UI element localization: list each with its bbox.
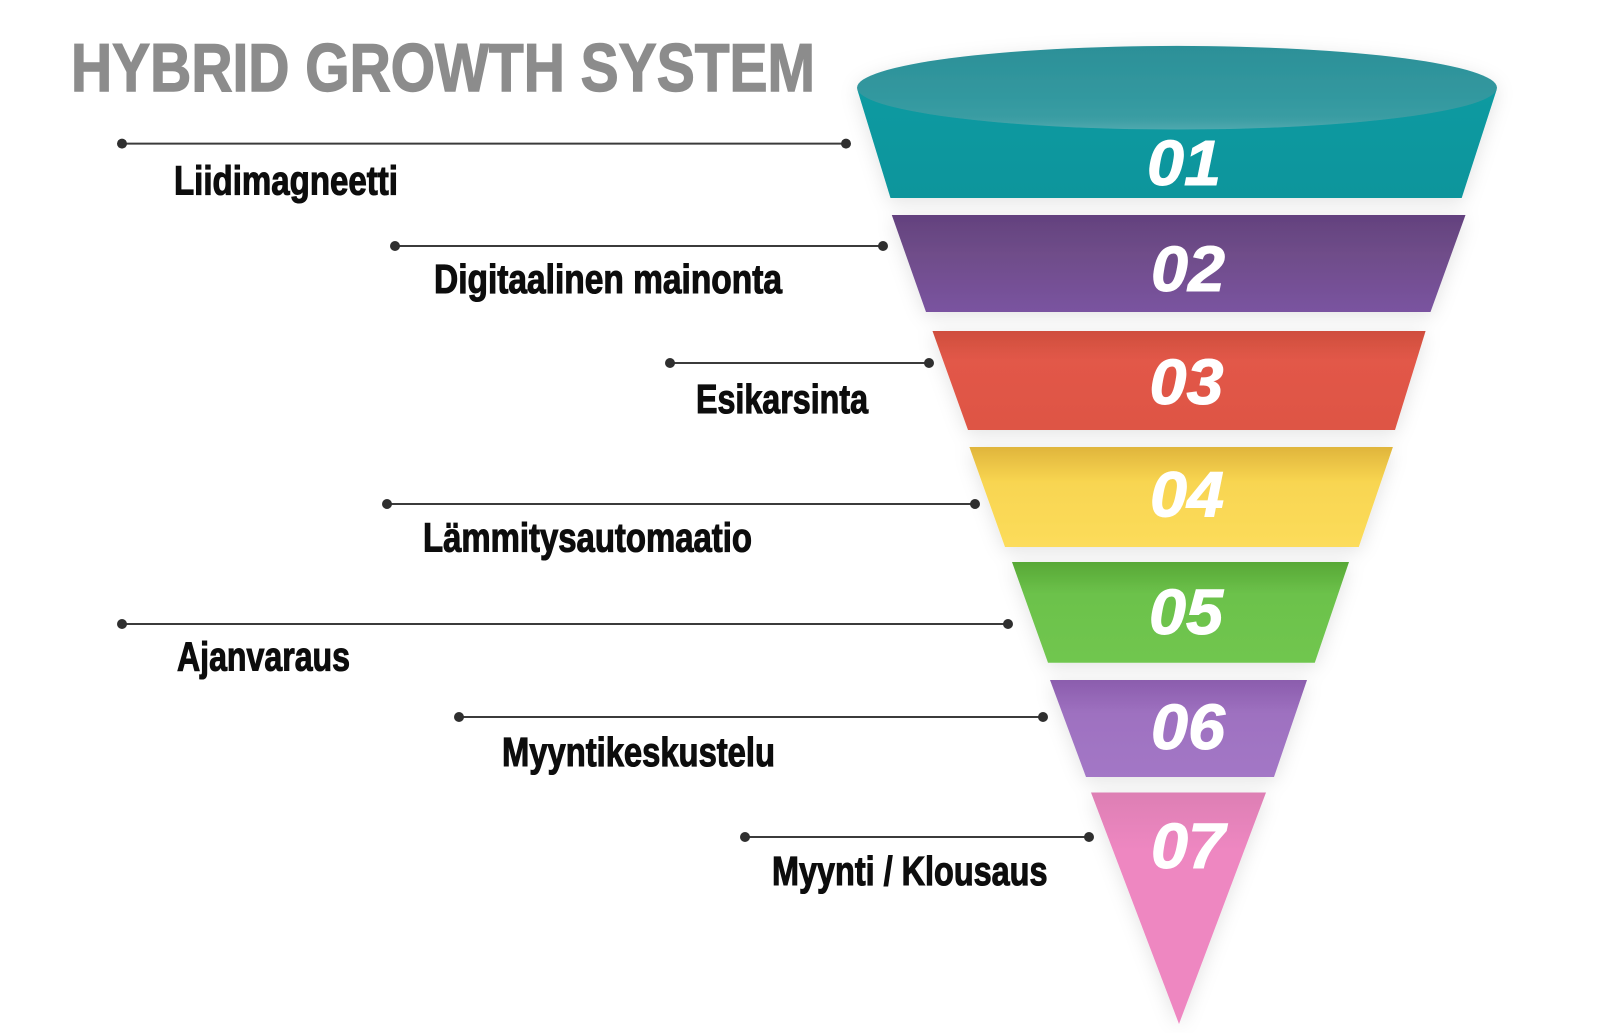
svg-text:Liidimagneetti: Liidimagneetti [174, 158, 398, 204]
svg-text:05: 05 [1149, 576, 1224, 648]
svg-text:Ajanvaraus: Ajanvaraus [177, 634, 350, 680]
svg-text:03: 03 [1150, 346, 1224, 418]
svg-text:Myynti / Klousaus: Myynti / Klousaus [772, 848, 1048, 894]
svg-text:01: 01 [1147, 127, 1221, 199]
svg-text:02: 02 [1151, 233, 1225, 305]
svg-text:HYBRID GROWTH SYSTEM: HYBRID GROWTH SYSTEM [71, 30, 815, 106]
svg-text:Esikarsinta: Esikarsinta [696, 376, 869, 422]
svg-text:06: 06 [1151, 691, 1225, 763]
svg-text:04: 04 [1150, 459, 1224, 531]
svg-text:Myyntikeskustelu: Myyntikeskustelu [502, 729, 775, 775]
svg-text:07: 07 [1151, 810, 1229, 882]
svg-text:Lämmitysautomaatio: Lämmitysautomaatio [423, 515, 752, 561]
svg-text:Digitaalinen mainonta: Digitaalinen mainonta [434, 256, 783, 302]
